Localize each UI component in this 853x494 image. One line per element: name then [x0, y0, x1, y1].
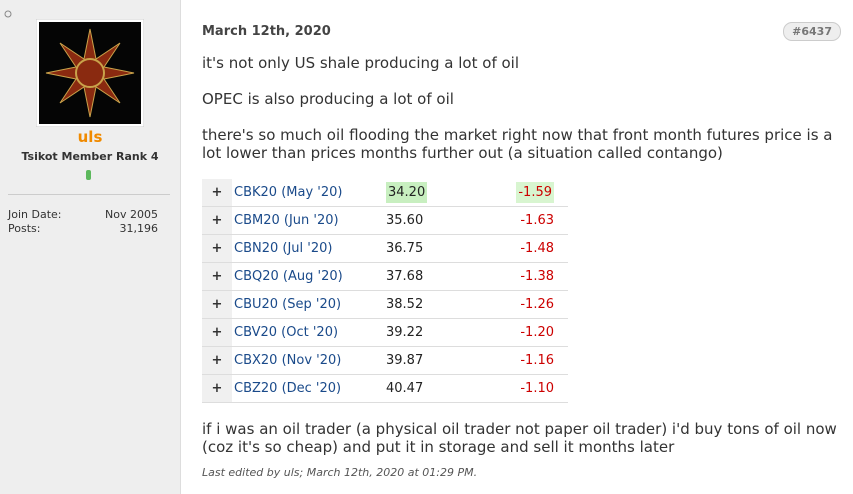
table-row: + CBX20 (Nov '20) 39.87 -1.16	[202, 346, 568, 375]
contract-name[interactable]: CBV20 (Oct '20)	[234, 325, 339, 340]
expand-button-cell: +	[202, 318, 232, 347]
expand-button[interactable]: +	[211, 297, 223, 312]
posts-count: 31,196	[119, 222, 159, 235]
change-cell: -1.48	[506, 234, 568, 263]
expand-button[interactable]: +	[211, 353, 223, 368]
table-row: + CBZ20 (Dec '20) 40.47 -1.10	[202, 374, 568, 403]
contract-name-cell: CBZ20 (Dec '20)	[232, 374, 386, 403]
paragraph: it's not only US shale producing a lot o…	[202, 54, 519, 72]
expand-button-cell: +	[202, 374, 232, 403]
expand-button[interactable]: +	[211, 381, 223, 396]
expand-button-cell: +	[202, 234, 232, 263]
price: 38.52	[386, 297, 424, 312]
contract-name-cell: CBN20 (Jul '20)	[232, 234, 386, 263]
change-cell: -1.59	[506, 179, 568, 207]
status-icon	[4, 10, 12, 18]
table-row: + CBK20 (May '20) 34.20 -1.59	[202, 179, 568, 207]
table-row: + CBN20 (Jul '20) 36.75 -1.48	[202, 234, 568, 263]
price-cell: 37.68	[386, 262, 506, 291]
table-row: + CBQ20 (Aug '20) 37.68 -1.38	[202, 262, 568, 291]
contract-name[interactable]: CBX20 (Nov '20)	[234, 353, 342, 368]
price: 39.22	[386, 325, 424, 340]
change: -1.20	[520, 325, 554, 340]
change: -1.26	[520, 297, 554, 312]
edit-note: Last edited by uls; March 12th, 2020 at …	[202, 466, 478, 479]
contract-name[interactable]: CBN20 (Jul '20)	[234, 241, 333, 256]
paragraph: if i was an oil trader (a physical oil t…	[202, 420, 837, 456]
price: 36.75	[386, 241, 424, 256]
change-cell: -1.20	[506, 318, 568, 347]
contract-name-cell: CBK20 (May '20)	[232, 179, 386, 207]
table-row: + CBM20 (Jun '20) 35.60 -1.63	[202, 206, 568, 235]
contract-name[interactable]: CBQ20 (Aug '20)	[234, 269, 343, 284]
price-cell: 34.20	[386, 179, 506, 207]
expand-button[interactable]: +	[211, 325, 223, 340]
avatar[interactable]	[36, 19, 144, 127]
user-sidebar: uls Tsikot Member Rank 4 Join Date: Nov …	[0, 0, 181, 494]
contract-name[interactable]: CBK20 (May '20)	[234, 185, 343, 200]
post-number[interactable]: #6437	[783, 22, 841, 41]
expand-button-cell: +	[202, 290, 232, 319]
price: 34.20	[386, 182, 428, 203]
post-date: March 12th, 2020	[202, 24, 331, 39]
contract-name-cell: CBM20 (Jun '20)	[232, 206, 386, 235]
paragraph: there's so much oil flooding the market …	[202, 126, 833, 162]
contract-name[interactable]: CBZ20 (Dec '20)	[234, 381, 342, 396]
join-label: Join Date:	[8, 208, 62, 221]
change: -1.16	[520, 353, 554, 368]
price-cell: 39.87	[386, 346, 506, 375]
expand-button-cell: +	[202, 179, 232, 207]
price: 37.68	[386, 269, 424, 284]
change: -1.59	[516, 182, 554, 203]
price-cell: 38.52	[386, 290, 506, 319]
contract-name-cell: CBV20 (Oct '20)	[232, 318, 386, 347]
expand-button[interactable]: +	[211, 185, 223, 200]
change-cell: -1.26	[506, 290, 568, 319]
expand-button-cell: +	[202, 346, 232, 375]
price: 35.60	[386, 213, 424, 228]
change: -1.48	[520, 241, 554, 256]
rep-badge	[86, 170, 91, 180]
expand-button-cell: +	[202, 206, 232, 235]
expand-button-cell: +	[202, 262, 232, 291]
price: 39.87	[386, 353, 424, 368]
change-cell: -1.10	[506, 374, 568, 403]
price-cell: 39.22	[386, 318, 506, 347]
contract-name-cell: CBU20 (Sep '20)	[232, 290, 386, 319]
expand-button[interactable]: +	[211, 269, 223, 284]
change: -1.63	[520, 213, 554, 228]
contract-name[interactable]: CBU20 (Sep '20)	[234, 297, 342, 312]
price: 40.47	[386, 381, 424, 396]
price-cell: 36.75	[386, 234, 506, 263]
change-cell: -1.38	[506, 262, 568, 291]
expand-button[interactable]: +	[211, 213, 223, 228]
expand-button[interactable]: +	[211, 241, 223, 256]
futures-table: + CBK20 (May '20) 34.20 -1.59 + CBM20 (Jun '2…	[202, 179, 568, 403]
price-cell: 35.60	[386, 206, 506, 235]
username[interactable]: uls	[77, 128, 103, 146]
contract-name-cell: CBQ20 (Aug '20)	[232, 262, 386, 291]
price-cell: 40.47	[386, 374, 506, 403]
change-cell: -1.16	[506, 346, 568, 375]
change: -1.10	[520, 381, 554, 396]
contract-name[interactable]: CBM20 (Jun '20)	[234, 213, 339, 228]
user-rank: Tsikot Member Rank 4	[21, 150, 159, 163]
table-row: + CBU20 (Sep '20) 38.52 -1.26	[202, 290, 568, 319]
change-cell: -1.63	[506, 206, 568, 235]
join-date: Nov 2005	[105, 208, 158, 221]
posts-label: Posts:	[8, 222, 41, 235]
divider	[8, 194, 170, 195]
paragraph: OPEC is also producing a lot of oil	[202, 90, 454, 108]
contract-name-cell: CBX20 (Nov '20)	[232, 346, 386, 375]
table-row: + CBV20 (Oct '20) 39.22 -1.20	[202, 318, 568, 347]
change: -1.38	[520, 269, 554, 284]
